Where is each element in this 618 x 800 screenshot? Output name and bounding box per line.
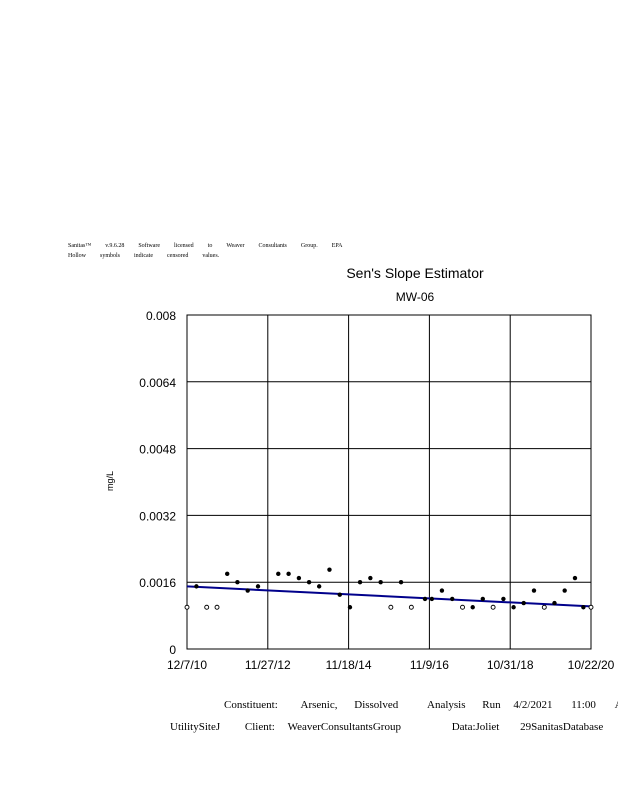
data-point: [357, 580, 363, 585]
data-point: [531, 588, 537, 593]
censored-data-point: [184, 604, 190, 610]
x-tick-label: 11/27/12: [245, 658, 291, 672]
x-tick-label: 10/31/18: [487, 658, 534, 672]
run-date: 4/2/2021: [513, 699, 553, 711]
x-tick-label: 11/9/16: [410, 658, 449, 672]
censored-data-point: [204, 604, 210, 610]
data-point: [368, 575, 373, 581]
data-point: [235, 580, 240, 585]
license-word: EPA: [331, 243, 343, 249]
note-word: symbols: [100, 253, 121, 259]
y-tick-label: 0: [169, 643, 176, 657]
data-point: [306, 580, 312, 585]
data-value: 29SanitasDatabase: [520, 721, 604, 733]
data-point: [562, 588, 567, 593]
client-label: Client:: [244, 721, 275, 733]
license-line: Sanitas™ v.9.6.28 Software licensed to Weaver…: [68, 243, 357, 249]
analysis-label: Analysis: [427, 699, 466, 711]
license-word: Consultants: [258, 243, 287, 249]
data-point: [552, 600, 557, 606]
data-point: [337, 592, 342, 597]
note-word: Hollow: [68, 253, 86, 259]
footer-constituent-line: Constituent: Arsenic, Dissolved Analysis…: [224, 699, 618, 711]
note-word: values.: [202, 253, 220, 259]
note-word: censored: [167, 253, 189, 259]
plot-area: 0 0.0016 0.0032 0.0048 0.0064 0.008 12/7/10 11/…: [139, 309, 614, 672]
constituent-label: Constituent:: [224, 699, 278, 711]
data-point: [398, 580, 404, 585]
data-point: [422, 596, 428, 602]
data-point: [480, 596, 486, 602]
run-ampm: AM: [615, 699, 618, 711]
site-name: UtilitySiteJ: [170, 721, 221, 733]
data-point: [225, 571, 230, 577]
censored-data-point: [588, 604, 594, 610]
license-word: v.9.6.28: [105, 243, 125, 249]
data-point: [470, 605, 475, 610]
license-word: licensed: [174, 243, 194, 249]
license-word: Weaver: [226, 243, 245, 249]
data-point: [286, 571, 291, 577]
license-word: Sanitas™: [68, 243, 92, 249]
data-point: [194, 584, 199, 589]
x-tick-label: 10/22/20: [568, 658, 615, 672]
data-point: [521, 600, 526, 606]
chart-title: Sen's Slope Estimator: [346, 265, 484, 281]
x-tick-label: 12/7/10: [167, 658, 207, 672]
data-point: [429, 596, 435, 602]
data-point: [316, 584, 322, 589]
run-time: 11:00: [571, 699, 596, 711]
data-point: [276, 571, 281, 577]
censored-data-point: [408, 604, 414, 610]
run-label: Run: [482, 699, 501, 711]
y-tick-label: 0.0048: [139, 443, 176, 457]
data-point: [245, 588, 250, 593]
censored-data-point: [388, 604, 394, 610]
y-axis-label: mg/L: [105, 471, 115, 491]
censored-data-point: [214, 604, 220, 610]
license-word: Group.: [300, 243, 318, 249]
censored-note-line: Hollow symbols indicate censored values.: [68, 253, 233, 259]
y-tick-label: 0.0032: [139, 509, 176, 523]
censored-data-point: [541, 604, 547, 610]
data-point: [327, 567, 332, 572]
data-point: [439, 588, 445, 593]
data-point: [378, 580, 383, 585]
footer-site-line: UtilitySiteJ Client: WeaverConsultantsGr…: [170, 721, 603, 733]
client-value: WeaverConsultantsGroup: [287, 721, 401, 733]
data-point: [347, 605, 353, 610]
data-point: [511, 605, 516, 610]
x-tick-label: 11/18/14: [326, 658, 372, 672]
constituent-value-2: Dissolved: [354, 699, 399, 711]
y-tick-label: 0.0064: [139, 376, 176, 390]
censored-data-point: [460, 604, 465, 610]
chart-subtitle: MW-06: [396, 290, 435, 304]
constituent-value: Arsenic,: [300, 699, 338, 711]
data-point: [572, 575, 578, 581]
data-point: [501, 596, 506, 602]
y-tick-label: 0.0016: [139, 576, 176, 590]
data-point: [255, 584, 261, 589]
license-word: to: [207, 243, 213, 249]
note-word: indicate: [134, 253, 154, 259]
data-point: [296, 575, 302, 581]
data-label: Data:Joliet: [451, 721, 500, 733]
license-word: Software: [138, 243, 161, 249]
censored-data-point: [490, 604, 496, 610]
y-tick-label: 0.008: [146, 309, 176, 323]
plot-frame: [186, 314, 592, 650]
data-point: [450, 596, 455, 602]
data-point: [581, 605, 586, 610]
